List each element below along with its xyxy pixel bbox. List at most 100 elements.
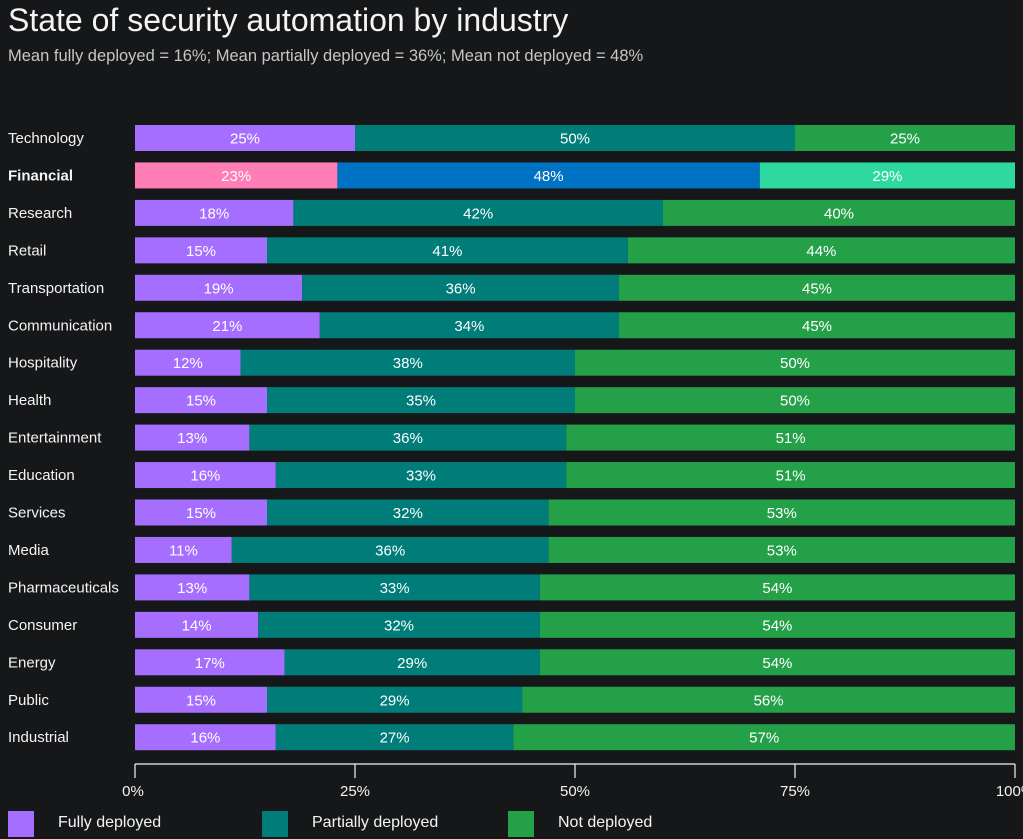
bar-label-technology-not-deployed: 25% (890, 131, 920, 148)
bar-media-partially-deployed (231, 536, 549, 563)
bar-label-health-partially-deployed: 35% (406, 393, 436, 410)
x-tick-label-3: 75% (780, 783, 810, 800)
bar-label-energy-partially-deployed: 29% (397, 655, 427, 672)
category-label-communication: Communication (8, 317, 112, 334)
bar-transportation-not-deployed (619, 274, 1015, 301)
bar-hospitality-partially-deployed (240, 349, 575, 376)
bar-media-fully-deployed (135, 536, 232, 563)
bar-industrial-partially-deployed (275, 724, 514, 751)
bar-transportation-fully-deployed (135, 274, 303, 301)
bar-label-hospitality-partially-deployed: 38% (393, 355, 423, 372)
category-label-research: Research (8, 205, 72, 222)
category-label-pharmaceuticals: Pharmaceuticals (8, 579, 119, 596)
category-label-retail: Retail (8, 242, 46, 259)
bar-communication-fully-deployed (135, 312, 320, 339)
bar-consumer-partially-deployed (258, 611, 540, 638)
category-label-health: Health (8, 392, 51, 409)
category-label-public: Public (8, 692, 49, 709)
bar-hospitality-not-deployed (575, 349, 1015, 376)
bar-energy-partially-deployed (284, 649, 540, 676)
x-tick-label-2: 50% (560, 783, 590, 800)
bar-public-fully-deployed (135, 686, 267, 713)
bar-public-partially-deployed (267, 686, 523, 713)
stacked-bar-chart: Technology 25% 50% 25% Financial 23% 48% 29% Res… (8, 125, 1023, 800)
bar-label-industrial-partially-deployed: 27% (380, 730, 410, 747)
bar-technology-partially-deployed (355, 125, 795, 151)
bar-label-hospitality-not-deployed: 50% (780, 355, 810, 372)
bar-label-health-not-deployed: 50% (780, 393, 810, 410)
bar-label-hospitality-fully-deployed: 12% (173, 355, 203, 372)
bar-label-education-fully-deployed: 16% (190, 468, 220, 485)
legend-swatch-fully-deployed (8, 811, 34, 837)
bar-label-retail-not-deployed: 44% (806, 243, 836, 260)
bar-communication-partially-deployed (319, 312, 619, 339)
bar-label-technology-partially-deployed: 50% (560, 131, 590, 148)
bar-label-financial-partially-deployed: 48% (534, 168, 564, 185)
bar-label-energy-fully-deployed: 17% (195, 655, 225, 672)
x-tick-label-1: 25% (340, 783, 370, 800)
bar-label-energy-not-deployed: 54% (762, 655, 792, 672)
legend-label-fully-deployed: Fully deployed (58, 814, 162, 831)
bar-label-media-not-deployed: 53% (767, 542, 797, 559)
bar-label-financial-not-deployed: 29% (872, 168, 902, 185)
category-label-financial: Financial (8, 167, 73, 184)
bar-pharmaceuticals-partially-deployed (249, 574, 540, 601)
bar-label-consumer-fully-deployed: 14% (182, 617, 212, 634)
bar-hospitality-fully-deployed (135, 349, 241, 376)
bar-label-transportation-partially-deployed: 36% (446, 280, 476, 297)
bar-financial-partially-deployed (337, 162, 760, 189)
bar-label-industrial-fully-deployed: 16% (190, 730, 220, 747)
bar-entertainment-not-deployed (566, 424, 1015, 451)
bar-technology-not-deployed (795, 125, 1015, 151)
bar-label-health-fully-deployed: 15% (186, 393, 216, 410)
bar-transportation-partially-deployed (302, 274, 619, 301)
bar-label-research-fully-deployed: 18% (199, 205, 229, 222)
legend-swatch-partially-deployed (262, 811, 288, 837)
bar-pharmaceuticals-not-deployed (539, 574, 1015, 601)
bar-retail-partially-deployed (267, 237, 628, 264)
bar-health-partially-deployed (267, 387, 575, 414)
bar-label-transportation-not-deployed: 45% (802, 280, 832, 297)
bar-industrial-not-deployed (513, 724, 1015, 751)
bar-label-services-not-deployed: 53% (767, 505, 797, 522)
bar-public-not-deployed (522, 686, 1015, 713)
bar-label-retail-fully-deployed: 15% (186, 243, 216, 260)
bar-label-media-fully-deployed: 11% (169, 542, 198, 559)
category-label-services: Services (8, 505, 66, 522)
bar-health-not-deployed (575, 387, 1015, 414)
bar-label-financial-fully-deployed: 23% (221, 168, 251, 185)
bar-label-entertainment-partially-deployed: 36% (393, 430, 423, 447)
bar-research-partially-deployed (293, 199, 663, 226)
category-label-hospitality: Hospitality (8, 355, 78, 372)
bar-pharmaceuticals-fully-deployed (135, 574, 250, 601)
bar-consumer-fully-deployed (135, 611, 259, 638)
bar-education-not-deployed (566, 462, 1015, 489)
bar-retail-not-deployed (627, 237, 1015, 264)
category-label-entertainment: Entertainment (8, 430, 102, 447)
bar-education-partially-deployed (275, 462, 567, 489)
bar-communication-not-deployed (619, 312, 1015, 339)
bar-label-industrial-not-deployed: 57% (749, 730, 779, 747)
bar-services-not-deployed (548, 499, 1015, 526)
bar-label-education-partially-deployed: 33% (406, 468, 436, 485)
bar-label-entertainment-fully-deployed: 13% (177, 430, 207, 447)
bar-energy-fully-deployed (135, 649, 285, 676)
bar-research-not-deployed (663, 199, 1015, 226)
bar-entertainment-fully-deployed (135, 424, 250, 451)
bar-research-fully-deployed (135, 199, 294, 226)
bar-label-communication-not-deployed: 45% (802, 318, 832, 335)
bar-label-research-partially-deployed: 42% (463, 205, 493, 222)
x-tick-label-4: 100% (996, 783, 1023, 800)
bar-energy-not-deployed (539, 649, 1015, 676)
bar-industrial-fully-deployed (135, 724, 276, 751)
bar-label-technology-fully-deployed: 25% (230, 131, 260, 148)
bar-label-education-not-deployed: 51% (776, 468, 806, 485)
bar-label-public-not-deployed: 56% (754, 692, 784, 709)
bar-label-public-partially-deployed: 29% (380, 692, 410, 709)
bar-retail-fully-deployed (135, 237, 267, 264)
bar-label-pharmaceuticals-partially-deployed: 33% (380, 580, 410, 597)
x-tick-label-0: 0% (122, 783, 144, 800)
bar-consumer-not-deployed (539, 611, 1015, 638)
bar-label-transportation-fully-deployed: 19% (204, 280, 234, 297)
bar-financial-not-deployed (759, 162, 1015, 189)
